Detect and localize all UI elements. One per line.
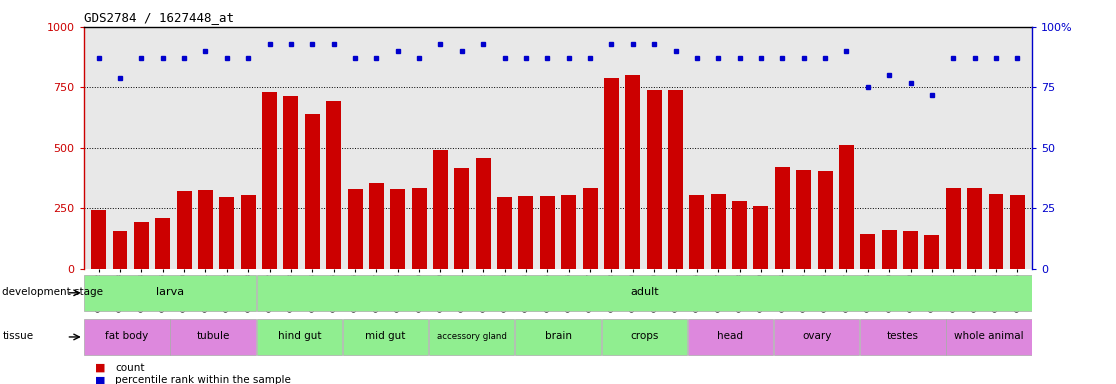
Bar [92,210,106,269]
Bar [429,319,514,355]
Bar [171,319,256,355]
Text: count: count [115,363,144,373]
Bar [198,190,213,269]
Text: tissue: tissue [2,331,33,341]
Bar [775,319,859,355]
Text: mid gut: mid gut [365,331,406,341]
Bar [903,231,918,269]
Bar [433,150,448,269]
Text: accessory gland: accessory gland [436,332,507,341]
Text: crops: crops [631,331,658,341]
Bar [968,188,982,269]
Bar [369,183,384,269]
Bar [796,170,811,269]
Bar [347,189,363,269]
Text: brain: brain [545,331,571,341]
Bar [220,197,234,269]
Bar [326,101,341,269]
Bar [391,189,405,269]
Bar [668,90,683,269]
Bar [604,78,619,269]
Text: larva: larva [156,287,184,297]
Text: adult: adult [629,287,658,297]
Text: whole animal: whole animal [954,331,1024,341]
Bar [84,275,256,311]
Bar [945,188,961,269]
Bar [690,195,704,269]
Text: tubule: tubule [196,331,230,341]
Bar [646,90,662,269]
Bar [412,188,426,269]
Bar [84,319,170,355]
Text: development stage: development stage [2,287,104,297]
Bar [989,194,1003,269]
Bar [257,275,1032,311]
Bar [732,201,747,269]
Bar [602,319,687,355]
Bar [516,319,600,355]
Bar [775,167,790,269]
Bar [753,206,769,269]
Bar [625,75,641,269]
Bar [176,191,192,269]
Text: ■: ■ [95,375,109,384]
Bar [1010,195,1024,269]
Text: ovary: ovary [802,331,831,341]
Text: ■: ■ [95,363,109,373]
Text: fat body: fat body [105,331,148,341]
Bar [134,222,148,269]
Text: testes: testes [887,331,918,341]
Bar [257,319,341,355]
Bar [305,114,320,269]
Bar [687,319,773,355]
Bar [155,218,171,269]
Bar [519,196,533,269]
Bar [343,319,429,355]
Bar [454,169,470,269]
Bar [475,157,491,269]
Bar [924,235,940,269]
Bar [583,188,597,269]
Text: percentile rank within the sample: percentile rank within the sample [115,375,291,384]
Bar [113,231,127,269]
Bar [946,319,1032,355]
Bar [540,196,555,269]
Text: GDS2784 / 1627448_at: GDS2784 / 1627448_at [84,11,233,24]
Bar [860,234,875,269]
Bar [860,319,945,355]
Text: hind gut: hind gut [278,331,321,341]
Bar [882,230,896,269]
Bar [497,197,512,269]
Bar [561,195,576,269]
Text: head: head [718,331,743,341]
Bar [711,194,725,269]
Bar [839,146,854,269]
Bar [262,92,277,269]
Bar [283,96,298,269]
Bar [241,195,256,269]
Bar [818,171,833,269]
